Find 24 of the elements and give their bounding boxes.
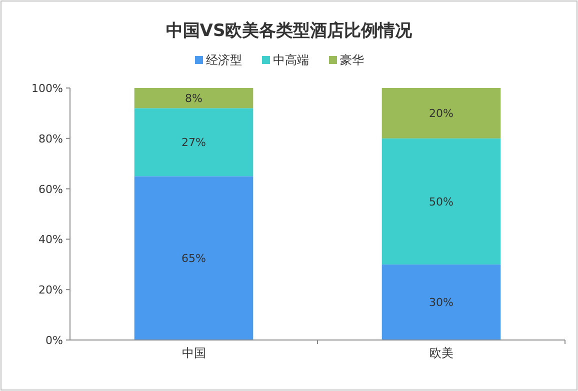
data-label: 50% [429,195,454,208]
y-tick-label: 20% [38,284,63,297]
legend-label: 中高端 [273,53,309,67]
data-label: 8% [185,92,202,106]
bar [134,176,254,340]
data-label: 30% [429,296,454,310]
y-tick-label: 40% [38,233,63,246]
x-tick-label: 欧美 [429,346,454,360]
chart-title: 中国VS欧美各类型酒店比例情况 [166,21,414,41]
data-label: 27% [182,136,206,150]
bar [134,108,254,176]
y-tick-label: 100% [32,82,63,95]
bar [382,88,501,138]
bar [382,138,501,264]
legend-label: 经济型 [206,53,242,67]
bar [382,264,501,340]
y-tick-label: 60% [38,182,63,196]
data-label: 65% [182,252,206,266]
data-label: 20% [429,107,454,120]
legend-label: 豪华 [340,53,364,67]
y-tick-label: 80% [38,132,63,146]
bar [134,88,254,108]
y-tick-label: 0% [46,334,63,347]
x-tick-label: 中国 [182,346,206,360]
